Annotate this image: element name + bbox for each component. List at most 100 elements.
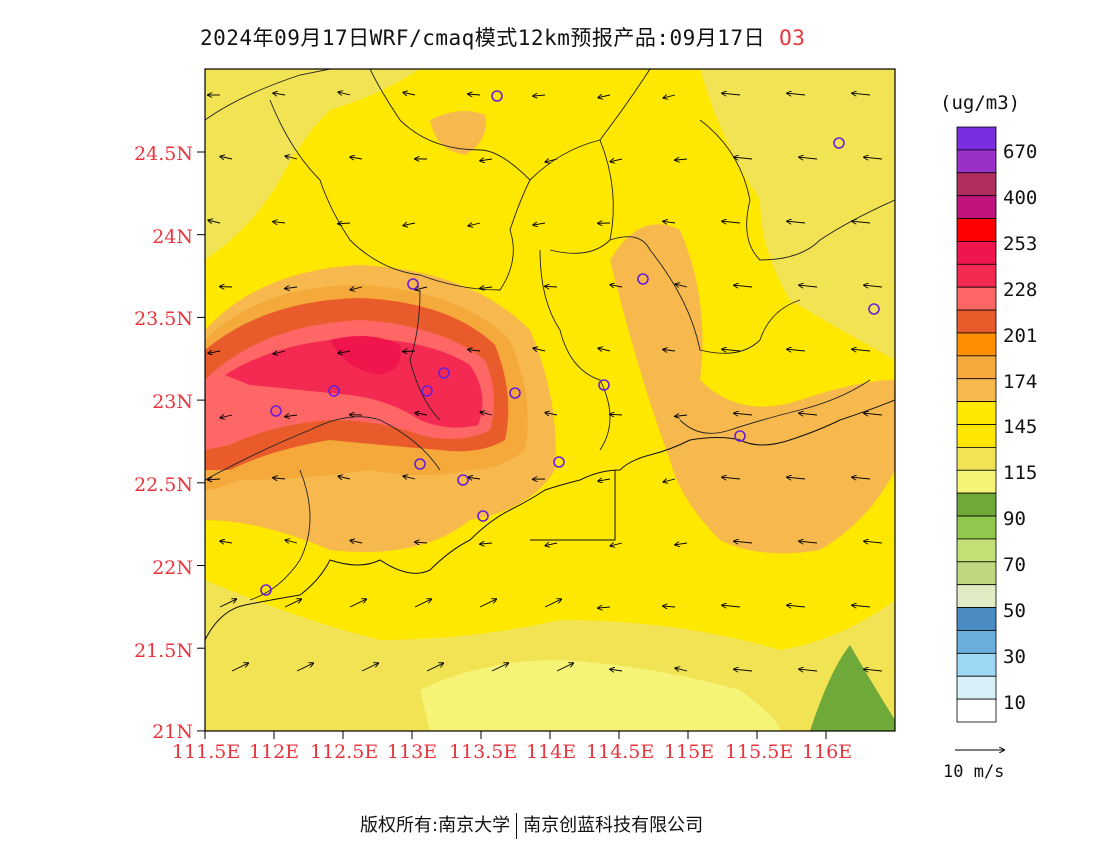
lat-label-6: 22N [152,557,193,579]
station-marker [328,385,340,397]
wind-arrow [479,599,496,608]
wind-arrow [852,605,871,607]
wind-arrow [285,287,298,289]
station-marker [407,278,419,290]
province-boundaries [205,69,895,601]
wind-arrow [864,285,883,287]
lon-label-8: 115E [664,741,715,763]
wind-arrow [598,95,611,98]
wind-arrow [787,221,806,223]
colorbar-label-145: 145 [1003,416,1038,438]
wind-arrow [208,220,221,223]
species-label: O3 [779,26,806,50]
wind-arrow [361,663,378,672]
colorbar-swatch [956,401,997,425]
wind-arrow [545,159,558,162]
colorbar-label-174: 174 [1003,371,1038,393]
colorbar-swatch [956,309,997,334]
colorbar-label-10: 10 [1003,692,1026,714]
wind-arrow [852,477,871,479]
lon-label-4: 113E [387,741,438,763]
wind-arrow [533,223,546,225]
wind-arrow [663,606,676,607]
wind-arrow [468,223,481,226]
chart-title: 2024年09月17日WRF/cmaq模式12km预报产品:09月17日 O3 [200,22,805,52]
wind-arrow [403,92,416,95]
wind-arrow [338,223,351,224]
wind-arrow [468,94,481,95]
wind-arrow [219,599,236,608]
wind-arrow [610,543,623,546]
colorbar-swatch [956,424,997,448]
colorbar-label-201: 201 [1003,325,1038,347]
station-marker [260,584,272,596]
wind-arrow [349,599,366,608]
wind-arrow [273,351,286,354]
wind-arrow [480,543,493,544]
station-marker [598,379,610,391]
copyright-left: 版权所有:南京大学 [360,815,511,836]
wind-arrow [415,542,428,543]
wind-arrow [273,222,286,223]
wind-arrow [663,479,676,482]
wind-arrow [675,284,688,287]
wind-arrow [208,479,221,480]
station-markers [260,90,880,596]
colorbar-swatch [956,698,997,723]
lat-label-1: 24.5N [134,143,193,165]
wind-arrow [414,599,431,608]
colorbar-label-50: 50 [1003,600,1026,622]
wind-arrow [734,541,753,543]
colorbar-label-115: 115 [1003,462,1038,484]
wind-arrow [285,415,298,417]
station-marker [421,385,433,397]
wind-arrow [415,287,428,290]
wind-arrow [403,351,416,352]
station-marker [270,405,282,417]
wind-arrow [610,669,623,671]
wind-arrow [675,415,688,416]
wind-arrow [220,156,233,159]
station-marker [477,510,489,522]
wind-arrow [533,95,546,96]
wind-arrow [675,543,688,545]
lon-label-5: 113.5E [449,741,518,763]
wind-arrow [722,477,741,479]
wind-scale-label: 10 m/s [943,762,1005,782]
colorbar-swatch [956,515,997,540]
colorbar-swatch [956,675,997,700]
wind-arrow [350,540,363,543]
wind-arrow [852,93,871,95]
wind-arrow [734,669,753,671]
wind-arrow [208,351,221,353]
colorbar-swatch [956,172,997,197]
colorbar-swatch [956,630,997,654]
wind-arrow [231,663,248,672]
colorbar-label-253: 253 [1003,233,1038,255]
title-main: 2024年09月17日WRF/cmaq模式12km预报产品:09月17日 [200,26,766,50]
lat-label-5: 22.5N [134,474,193,496]
wind-arrow [598,479,611,481]
lat-label-8: 21N [152,721,193,743]
wind-arrow [545,413,558,415]
wind-arrow [787,349,806,351]
station-marker [438,367,450,379]
wind-arrow [415,413,428,415]
colorbar-label-670: 670 [1003,141,1038,163]
wind-arrow [799,413,818,415]
wind-arrow [852,349,871,351]
wind-arrow [426,663,443,672]
wind-arrow [285,540,298,543]
wind-arrow [403,476,416,479]
colorbar-swatch [956,195,997,219]
colorbar-label-90: 90 [1003,508,1026,530]
wind-arrow [663,350,676,351]
station-marker [833,137,845,149]
wind-arrow [220,541,233,543]
wind-arrow [787,93,806,95]
station-marker [491,90,503,102]
wind-arrow [787,477,806,479]
wind-arrow [598,607,611,608]
colorbar-label-228: 228 [1003,279,1038,301]
